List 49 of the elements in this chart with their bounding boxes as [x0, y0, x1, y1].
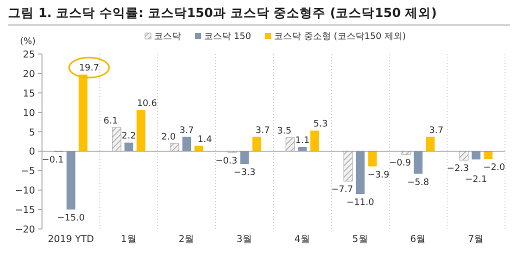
x-tick-label: 2월 [178, 234, 195, 245]
data-label: −0.1 [42, 156, 64, 166]
data-label: 5.3 [313, 120, 328, 130]
data-label: 3.5 [277, 126, 292, 137]
data-label: 1.4 [198, 134, 212, 145]
x-tick-label: 4월 [294, 234, 310, 245]
legend-label: 코스닥 [154, 32, 181, 42]
y-tick-label: −10 [14, 186, 35, 197]
y-tick-label: 10 [22, 108, 35, 119]
x-tick-label: 6월 [410, 234, 426, 245]
legend-label: 코스닥 150 [204, 32, 252, 42]
data-label: 3.7 [256, 126, 270, 136]
y-tick-label: −5 [20, 166, 35, 178]
data-label: 3.7 [180, 126, 194, 136]
y-tick-label: 15 [22, 88, 35, 100]
x-tick-label: 5월 [352, 234, 368, 245]
data-label: 10.6 [136, 99, 158, 109]
y-tick-label: 20 [22, 68, 35, 80]
y-tick-label: −15 [14, 205, 35, 216]
data-label: −7.7 [331, 185, 354, 196]
chart-title: 그림 1. 코스닥 수익률: 코스닥150과 코스닥 중소형주 (코스닥150 제외) [8, 5, 437, 20]
y-tick-label: 5 [28, 127, 35, 138]
x-tick-label: 3월 [236, 234, 253, 245]
data-label: −0.9 [389, 158, 412, 169]
data-label: −2.3 [446, 164, 469, 174]
data-label: 19.7 [79, 64, 100, 74]
x-tick-label: 1월 [120, 234, 137, 245]
legend-item: 코스닥 150 [195, 32, 252, 42]
legend-item: 코스닥 중소형 (코스닥150 제외) [265, 32, 406, 42]
data-label: −3.3 [234, 168, 256, 178]
y-tick-label: −20 [14, 224, 35, 236]
y-tick-label: 0 [28, 146, 35, 158]
data-label: −2.1 [465, 175, 487, 186]
y-axis-title: (%) [20, 37, 36, 47]
data-label: 3.7 [429, 126, 444, 136]
data-label: −11.0 [346, 198, 374, 208]
x-tick-label: 7월 [468, 234, 484, 245]
data-label: −0.3 [215, 156, 238, 166]
data-label: 1.1 [295, 136, 310, 146]
data-label: −5.8 [407, 178, 430, 188]
data-label: 2.2 [122, 132, 136, 142]
legend-item: 코스닥 [144, 32, 181, 42]
data-label: −15.0 [57, 214, 85, 224]
data-label: −3.9 [368, 170, 390, 180]
data-label: 2.0 [161, 132, 176, 142]
data-label: −2.0 [483, 163, 506, 173]
y-tick-label: 25 [22, 50, 35, 60]
x-tick-label: 2019 YTD [48, 234, 94, 245]
data-label: 6.1 [103, 116, 118, 126]
